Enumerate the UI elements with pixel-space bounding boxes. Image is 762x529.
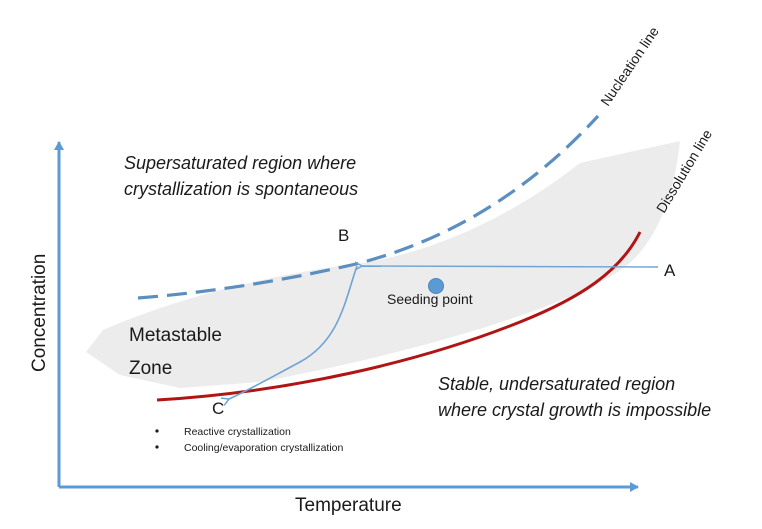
supersaturated-line-1: Supersaturated region where bbox=[124, 153, 356, 173]
stable-region-label: Stable, undersaturated region where crys… bbox=[438, 374, 711, 420]
x-axis-label: Temperature bbox=[295, 495, 402, 516]
dissolution-line bbox=[156, 231, 642, 402]
stable-line-1: Stable, undersaturated region bbox=[438, 374, 675, 394]
nucleation-line-label: Nucleation line bbox=[597, 23, 662, 108]
metastable-zone-label: Metastable Zone bbox=[129, 325, 227, 379]
point-b-label: B bbox=[338, 226, 349, 245]
supersaturated-line-2: crystallization is spontaneous bbox=[124, 179, 358, 199]
point-a-label: A bbox=[664, 261, 676, 280]
metastable-line-1: Metastable bbox=[129, 325, 222, 346]
metastable-zone-region bbox=[86, 141, 680, 388]
legend-item-cooling: Cooling/evaporation crystallization bbox=[184, 442, 343, 454]
legend-item-reactive: Reactive crystallization bbox=[184, 426, 291, 438]
seeding-point-marker bbox=[428, 278, 444, 294]
nucleation-line bbox=[137, 114, 600, 300]
stable-line-2: where crystal growth is impossible bbox=[438, 400, 711, 420]
legend-bullet bbox=[155, 429, 159, 433]
metastable-line-2: Zone bbox=[129, 358, 172, 379]
reactive-path-line bbox=[354, 261, 659, 271]
y-axis-label: Concentration bbox=[29, 254, 50, 372]
supersaturated-region-label: Supersaturated region where crystallizat… bbox=[124, 153, 361, 199]
legend-bullet bbox=[155, 445, 159, 449]
cooling-path-line bbox=[220, 265, 358, 406]
seeding-point-label: Seeding point bbox=[387, 291, 473, 307]
point-c-label: C bbox=[212, 399, 224, 418]
